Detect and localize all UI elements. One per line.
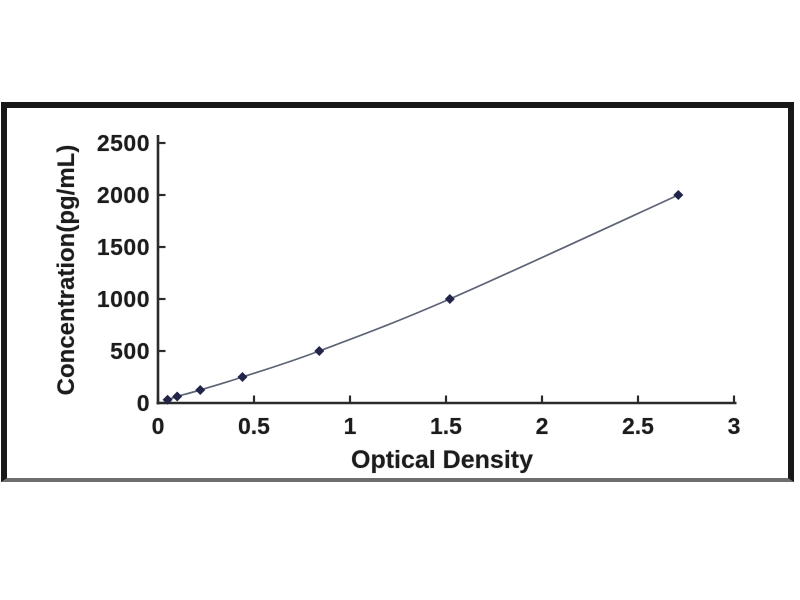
data-point-marker (673, 190, 684, 200)
data-point-marker (314, 346, 325, 356)
data-point-marker (444, 294, 455, 304)
x-tick-label: 2.5 (622, 413, 654, 439)
data-point-marker (237, 372, 248, 382)
data-point-marker (172, 391, 183, 402)
y-tick-label: 1500 (96, 234, 150, 260)
y-tick-label: 1000 (96, 286, 150, 312)
y-tick-label: 0 (136, 390, 150, 416)
x-tick-label: 0.5 (238, 413, 270, 439)
y-tick-label: 500 (110, 338, 150, 364)
y-tick-label: 2000 (96, 182, 150, 208)
x-tick-label: 1.5 (430, 413, 462, 439)
curve-line (167, 194, 679, 401)
x-tick-label: 1 (343, 413, 357, 439)
chart-frame-border (1, 102, 794, 482)
x-axis-title: Optical Density (351, 446, 533, 474)
data-point-marker (195, 385, 206, 395)
data-point-marker (162, 394, 173, 405)
y-tick-label: 2500 (96, 130, 150, 156)
x-tick-label: 2 (535, 413, 549, 439)
y-axis-title: Concentration(pg/mL) (53, 144, 80, 396)
x-tick-label: 3 (727, 413, 741, 439)
x-tick-label: 0 (151, 413, 165, 439)
